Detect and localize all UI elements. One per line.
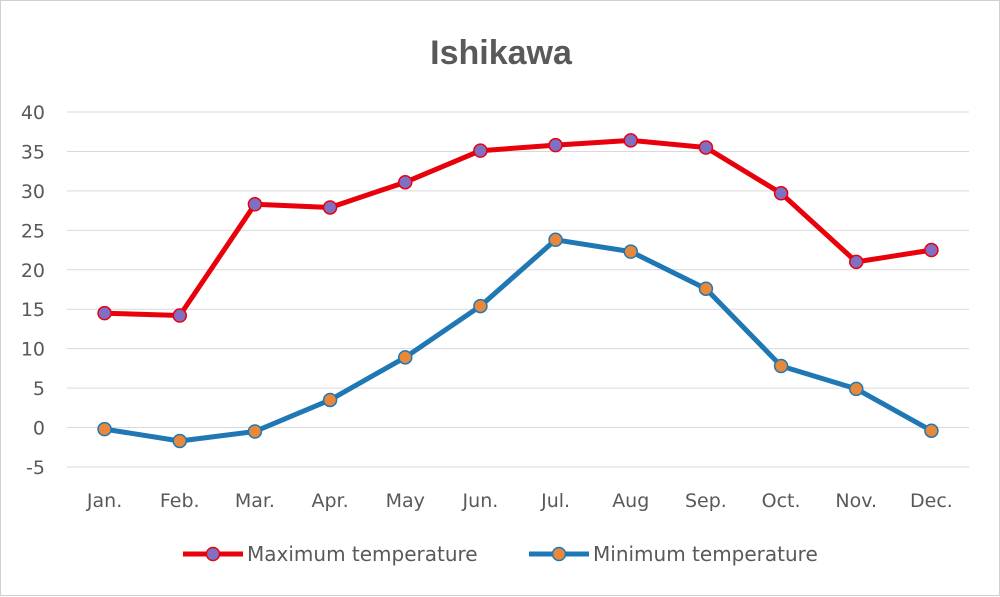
data-point xyxy=(924,242,939,258)
data-point xyxy=(398,174,413,190)
x-tick-label: Jan. xyxy=(86,490,122,512)
data-point xyxy=(773,186,789,201)
x-tick-label: Oct. xyxy=(762,490,801,512)
series-1 xyxy=(97,232,939,449)
y-axis: -5 0 5 10 15 20 25 30 35 40 xyxy=(21,102,45,479)
x-tick-label: Jul. xyxy=(540,490,570,512)
series-line xyxy=(102,237,934,444)
x-tick-label: Aug xyxy=(612,490,649,512)
x-tick-label: Dec. xyxy=(910,490,953,512)
y-tick-label: 15 xyxy=(21,299,45,321)
data-point xyxy=(849,381,864,397)
y-tick-label: -5 xyxy=(26,457,45,479)
gridlines xyxy=(67,111,969,468)
y-tick-label: 35 xyxy=(21,141,45,163)
data-point xyxy=(548,137,563,153)
legend-label-minimum: Minimum temperature xyxy=(593,542,818,566)
data-point xyxy=(247,424,263,439)
data-point xyxy=(623,244,638,259)
x-tick-label: Apr. xyxy=(311,490,348,512)
data-point xyxy=(623,133,638,148)
data-point xyxy=(473,143,488,158)
data-point xyxy=(548,232,563,248)
data-point xyxy=(172,433,187,449)
y-tick-label: 10 xyxy=(21,339,45,361)
series-0 xyxy=(97,133,939,323)
x-tick-label: Feb. xyxy=(160,490,200,512)
y-tick-label: 5 xyxy=(33,378,45,400)
y-tick-label: 30 xyxy=(21,181,45,203)
y-tick-label: 0 xyxy=(33,418,45,440)
data-point xyxy=(773,358,789,374)
y-tick-label: 25 xyxy=(21,220,45,242)
data-point xyxy=(97,305,112,321)
series-layer xyxy=(97,133,939,449)
legend-marker-maximum xyxy=(205,546,221,562)
x-tick-label: May xyxy=(386,490,425,512)
x-tick-label: Mar. xyxy=(235,490,275,512)
x-tick-label: Nov. xyxy=(835,490,877,512)
data-point xyxy=(473,298,488,314)
data-point xyxy=(698,140,714,155)
data-point xyxy=(849,254,864,270)
x-tick-label: Sep. xyxy=(685,490,727,512)
chart-title: Ishikawa xyxy=(430,34,573,72)
x-tick-label: Jun. xyxy=(462,490,499,512)
y-tick-label: 40 xyxy=(21,102,45,124)
legend-label-maximum: Maximum temperature xyxy=(247,542,478,566)
data-point xyxy=(698,281,714,296)
data-point xyxy=(322,200,338,215)
data-point xyxy=(924,423,939,438)
legend-marker-minimum xyxy=(551,546,567,562)
data-point xyxy=(247,197,263,212)
data-point xyxy=(322,392,338,408)
x-axis: Jan. Feb. Mar. Apr. May Jun. Jul. Aug Sep. Oct. No… xyxy=(86,490,953,512)
series-line xyxy=(102,137,934,318)
data-point xyxy=(172,308,187,323)
legend: Maximum temperature Minimum temperature xyxy=(183,542,818,566)
y-tick-label: 20 xyxy=(21,260,45,282)
data-point xyxy=(97,421,112,437)
data-point xyxy=(398,350,413,365)
